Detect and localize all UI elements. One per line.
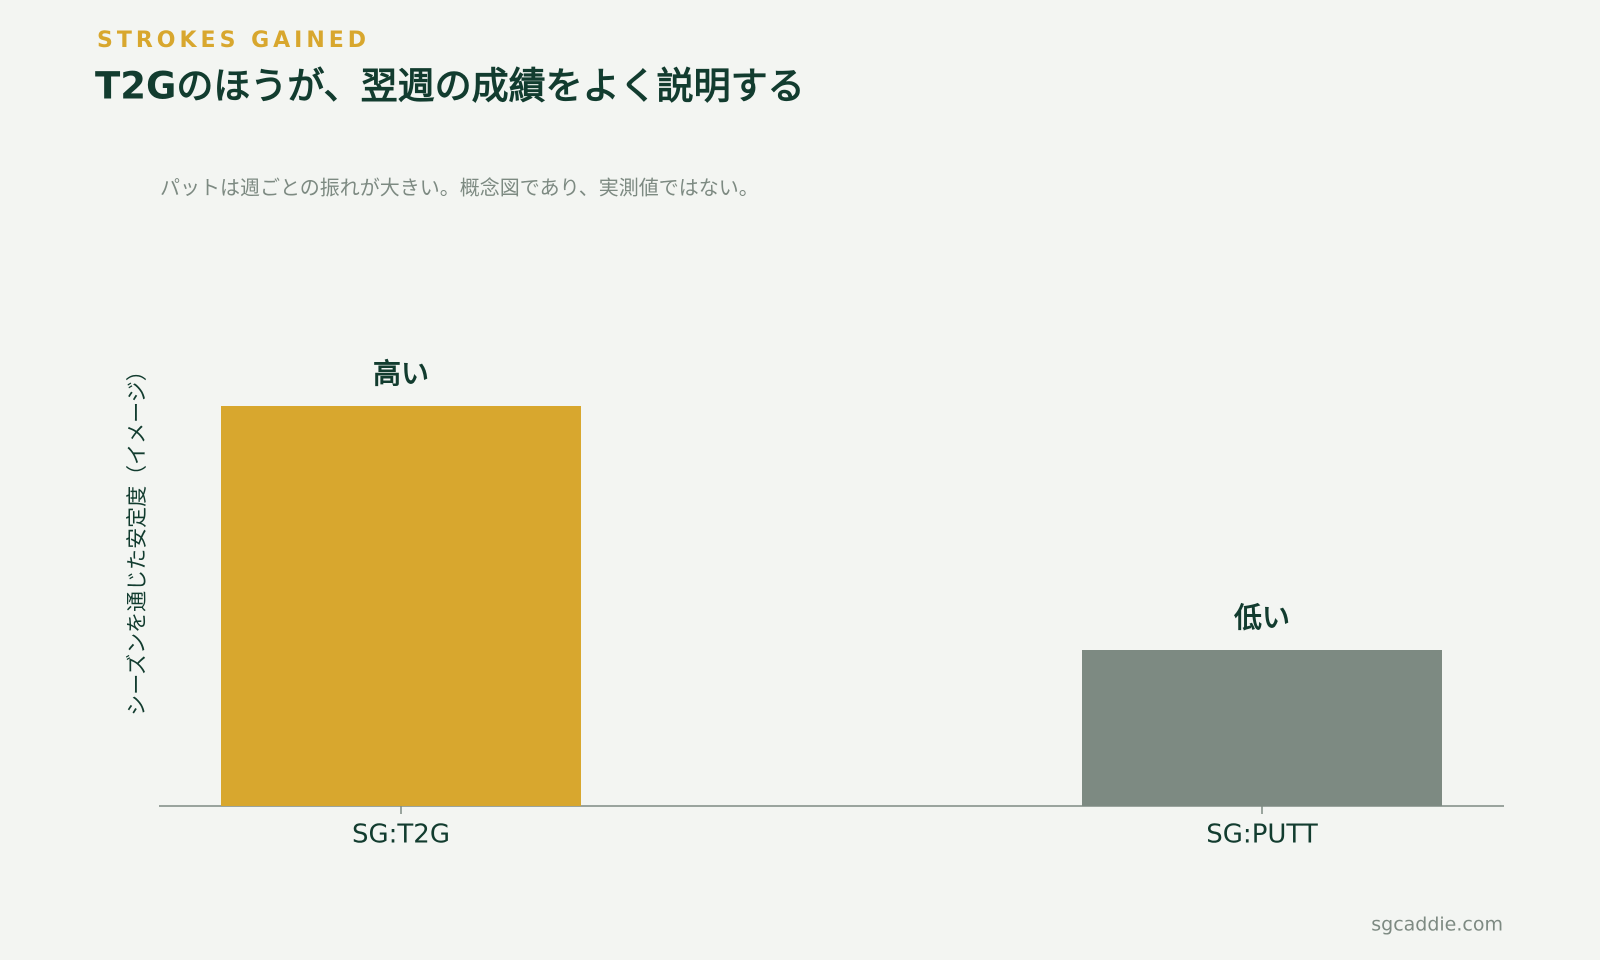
chart-title: T2Gのほうが、翌週の成績をよく説明する xyxy=(95,65,805,108)
footer: sgcaddie.com xyxy=(1371,914,1503,936)
x-tick-label: SG:PUTT xyxy=(1206,820,1318,850)
bar xyxy=(1082,650,1442,806)
x-tick-label: SG:T2G xyxy=(352,820,450,850)
bar xyxy=(221,406,581,806)
y-axis-label: シーズンを通じた安定度（イメージ） xyxy=(125,360,149,716)
value-label: 低い xyxy=(1233,601,1290,634)
kicker: STROKES GAINED xyxy=(97,28,370,53)
subtitle: パットは週ごとの振れが大きい。概念図であり、実測値ではない。 xyxy=(160,176,759,200)
value-label: 高い xyxy=(373,357,429,390)
